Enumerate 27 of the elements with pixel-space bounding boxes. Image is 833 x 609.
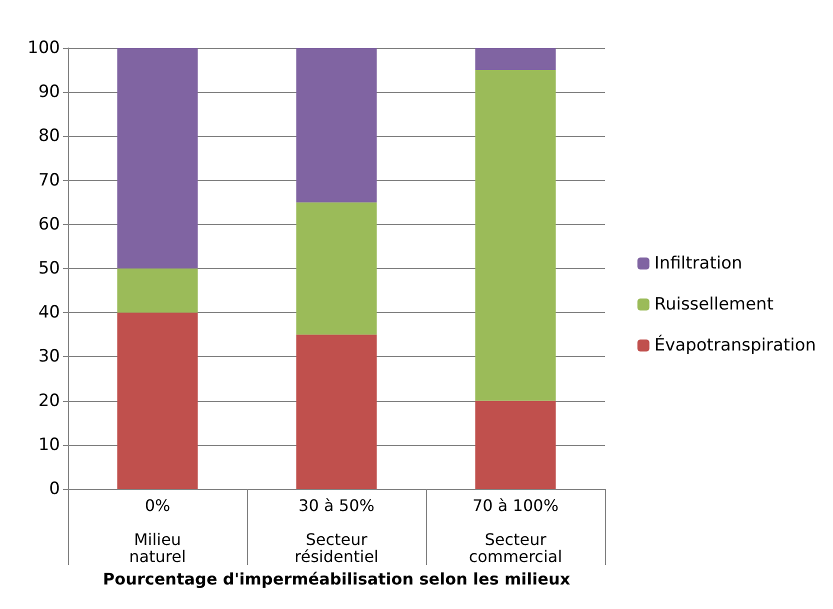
y-tick-label: 90 bbox=[38, 82, 60, 102]
bar bbox=[475, 48, 556, 70]
y-tick-label: 30 bbox=[38, 346, 60, 367]
legend-label: Évapotranspiration bbox=[654, 334, 816, 356]
bar bbox=[296, 48, 377, 202]
y-tick-label: 60 bbox=[38, 214, 60, 234]
y-tick-label: 40 bbox=[38, 302, 60, 323]
x-axis-title: Pourcentage d'imperméabilisation selon les milieux bbox=[102, 570, 571, 588]
bar bbox=[475, 400, 556, 489]
bar bbox=[117, 48, 198, 268]
bar bbox=[117, 312, 198, 489]
bar bbox=[117, 268, 198, 313]
y-tick-label: 50 bbox=[38, 258, 60, 278]
x-tick-label: 30 à 50% Secteur résidentiel bbox=[294, 496, 378, 566]
x-tick-label: 70 à 100% Secteur commercial bbox=[468, 496, 562, 566]
y-tick-label: 70 bbox=[38, 170, 60, 190]
y-tick-label: 80 bbox=[38, 126, 60, 146]
bar bbox=[296, 202, 377, 335]
legend-label: Ruissellement bbox=[654, 294, 774, 314]
bar bbox=[475, 70, 556, 401]
y-tick-label: 0 bbox=[49, 479, 60, 499]
legend-label: Infiltration bbox=[654, 254, 742, 274]
y-tick-label: 10 bbox=[38, 434, 60, 455]
x-tick-label: 0% Milieu naturel bbox=[129, 496, 186, 566]
y-tick-label: 100 bbox=[28, 38, 60, 58]
bar bbox=[296, 334, 377, 489]
y-tick-label: 20 bbox=[38, 390, 60, 411]
